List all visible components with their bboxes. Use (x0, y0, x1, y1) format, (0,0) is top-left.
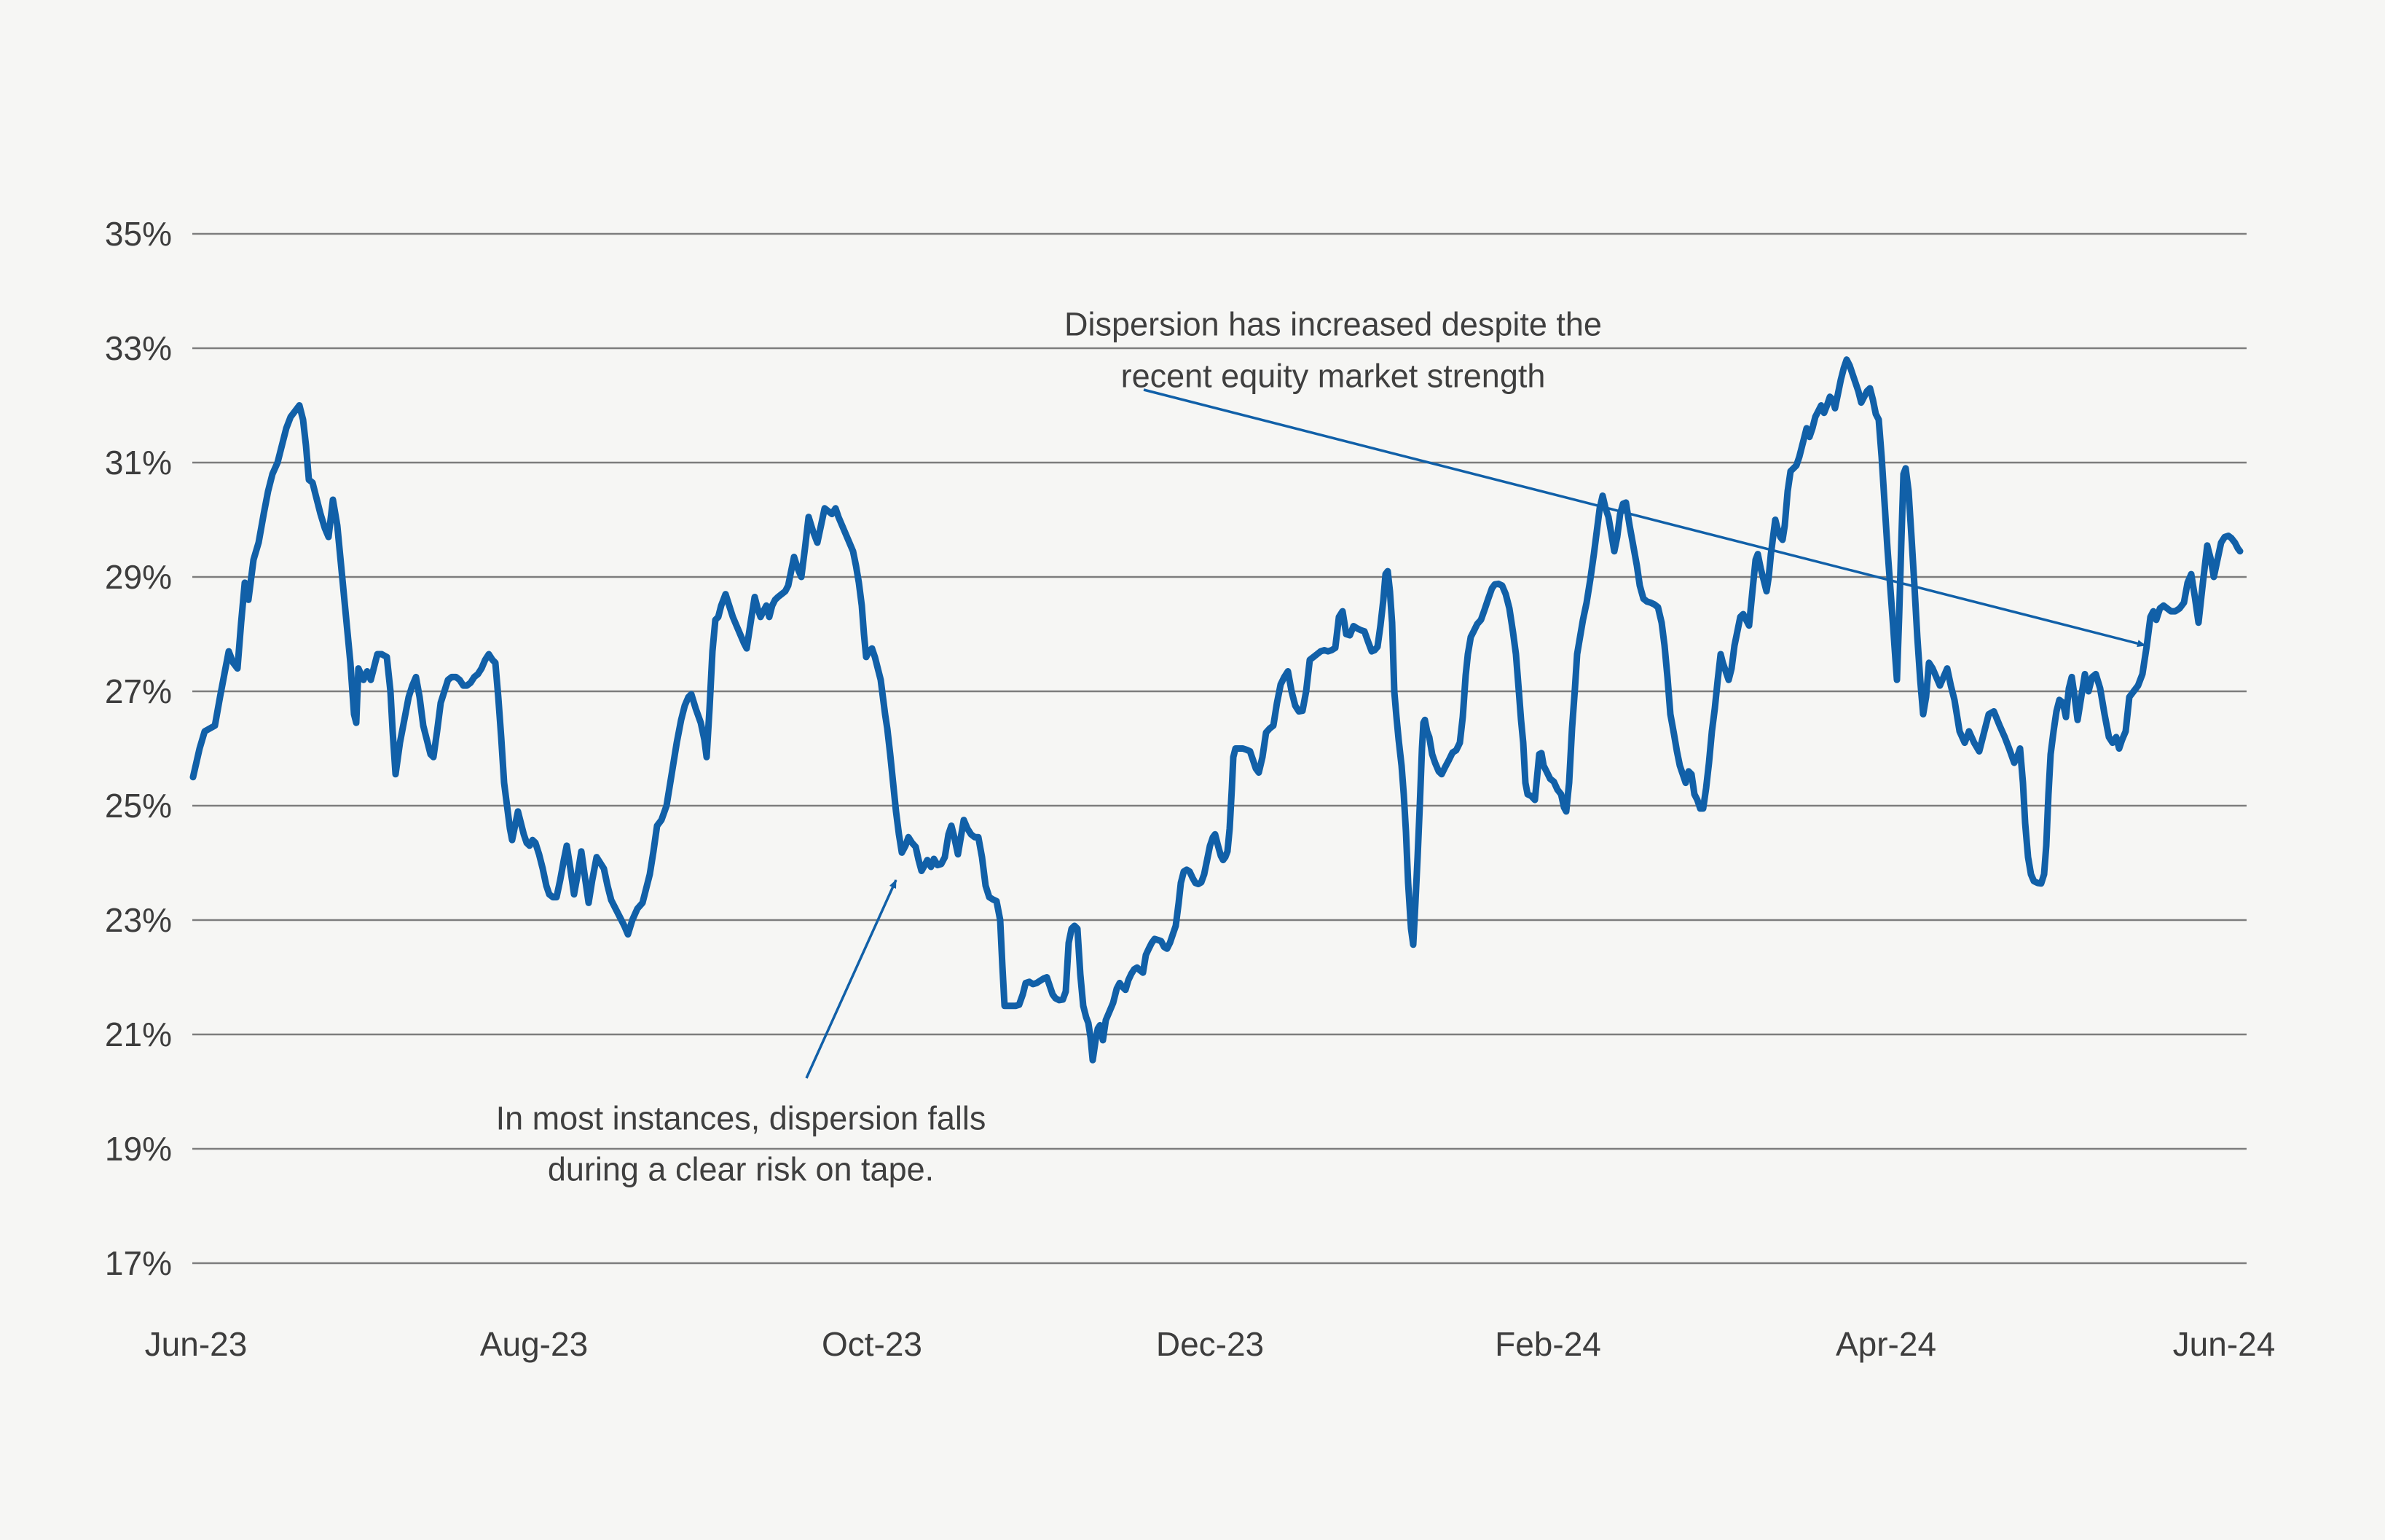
gridlines (192, 232, 2247, 1265)
dispersion-increased-note-arrow (1143, 388, 2146, 648)
y-axis-tick-labels: 35% 33% 31% 29% 27% 25% 23% 21% 19% 17% (105, 215, 172, 1282)
risk-on-note: In most instances, dispersion falls durin… (496, 879, 986, 1188)
y-tick-label: 17% (105, 1244, 172, 1282)
dispersion-increased-note-line-2: recent equity market strength (1121, 358, 1546, 395)
x-axis-tick-labels: Jun-23 Aug-23 Oct-23 Dec-23 Feb-24 Apr-24 Jun-… (145, 1325, 2276, 1363)
y-tick-label: 21% (105, 1015, 172, 1053)
y-tick-label: 25% (105, 787, 172, 825)
series-implied-dispersion (189, 356, 2244, 1064)
y-tick-label: 35% (105, 215, 172, 253)
x-tick-label: Jun-23 (145, 1325, 248, 1363)
y-tick-label: 33% (105, 329, 172, 367)
x-tick-label: Dec-23 (1156, 1325, 1264, 1363)
x-tick-label: Oct-23 (822, 1325, 922, 1363)
x-tick-label: Apr-24 (1836, 1325, 1936, 1363)
y-tick-label: 19% (105, 1130, 172, 1168)
risk-on-note-arrow (805, 879, 897, 1079)
x-tick-label: Jun-24 (2173, 1325, 2276, 1363)
y-tick-label: 29% (105, 558, 172, 596)
y-tick-label: 31% (105, 444, 172, 482)
dispersion-increased-note: Dispersion has increased despite the rece… (1064, 306, 2146, 648)
dispersion-line-series (189, 356, 2244, 1064)
risk-on-note-line-2: during a clear risk on tape. (548, 1151, 934, 1188)
x-tick-label: Aug-23 (480, 1325, 588, 1363)
annotations: Dispersion has increased despite the rece… (496, 306, 2146, 1188)
y-tick-label: 23% (105, 901, 172, 939)
risk-on-note-line-1: In most instances, dispersion falls (496, 1100, 986, 1137)
dispersion-increased-note-line-1: Dispersion has increased despite the (1064, 306, 1602, 343)
y-tick-label: 27% (105, 672, 172, 710)
x-tick-label: Feb-24 (1495, 1325, 1601, 1363)
